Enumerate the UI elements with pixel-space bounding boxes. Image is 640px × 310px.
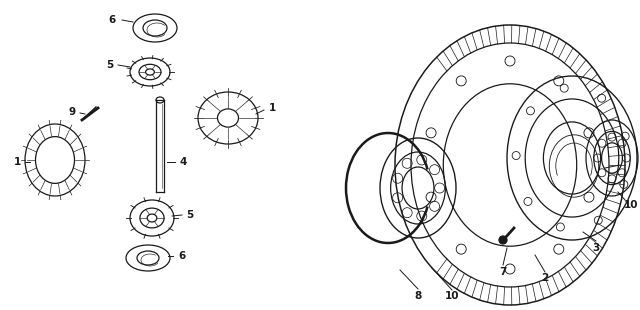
Text: 3: 3 [593, 243, 600, 253]
Text: 8: 8 [414, 291, 422, 301]
Ellipse shape [499, 236, 507, 244]
Text: 2: 2 [541, 273, 548, 283]
Text: 5: 5 [106, 60, 114, 70]
Text: 5: 5 [186, 210, 194, 220]
Text: 6: 6 [179, 251, 186, 261]
Text: 1: 1 [268, 103, 276, 113]
Text: 6: 6 [108, 15, 116, 25]
Text: 10: 10 [445, 291, 460, 301]
Text: 7: 7 [499, 267, 507, 277]
Text: 4: 4 [179, 157, 187, 167]
Text: 1: 1 [13, 157, 20, 167]
Text: 9: 9 [68, 107, 76, 117]
Text: 10: 10 [624, 200, 638, 210]
